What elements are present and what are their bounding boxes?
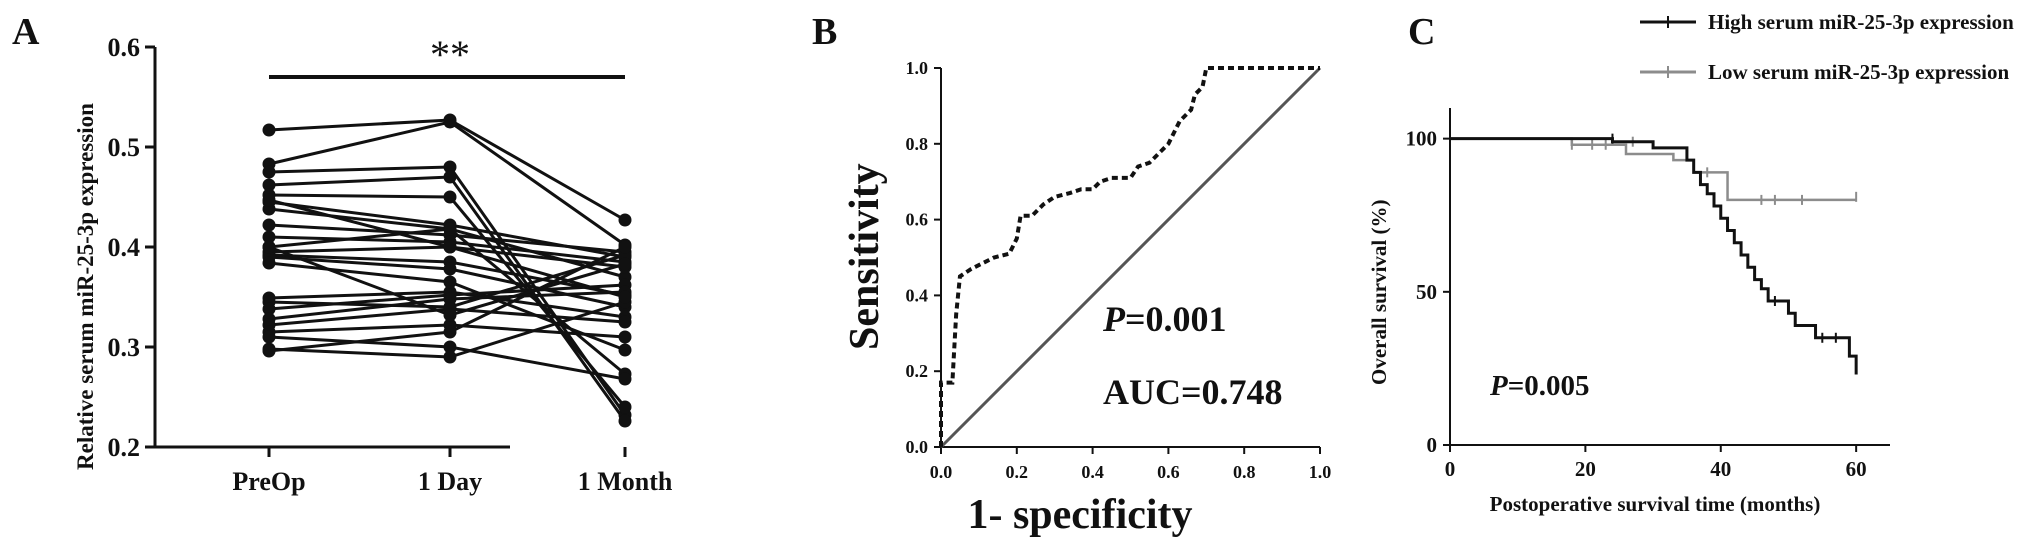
panel-a-ytick-label: 0.4 [108, 233, 141, 262]
significance-marker: ** [430, 32, 470, 77]
subject-point [618, 290, 632, 304]
legend-label-high: High serum miR-25-3p expression [1708, 10, 2014, 34]
panel-a-category-label: 1 Day [418, 467, 482, 496]
panel-b-ytick-label: 0.2 [906, 361, 929, 381]
panel-a-ytick-label: 0.5 [108, 133, 141, 162]
panel-c-xlabel: Postoperative survival time (months) [1490, 492, 1821, 516]
subject-point [443, 240, 457, 254]
panel-b-ytick-label: 0.4 [906, 285, 929, 305]
panel-b: B Sensitivity 1- specificity 0.0 0.2 0.4 0.… [812, 11, 1331, 538]
subject-point [443, 340, 457, 354]
subject-point [618, 414, 632, 428]
panel-a-category-label: 1 Month [578, 467, 673, 496]
subject-point [443, 160, 457, 174]
panel-a-category-label: PreOp [232, 467, 305, 496]
legend-label-low: Low serum miR-25-3p expression [1708, 60, 2010, 84]
panel-b-ytick-label: 0.6 [906, 210, 929, 230]
subject-point [618, 240, 632, 254]
subject-point [262, 218, 276, 232]
panel-b-xtick-label: 0.6 [1157, 462, 1180, 482]
panel-b-p-value: =0.001 [1125, 299, 1227, 339]
subject-point [262, 344, 276, 358]
panel-b-xtick-label: 1.0 [1309, 462, 1332, 482]
high-expression-curve [1450, 137, 1858, 375]
legend: High serum miR-25-3p expression Low seru… [1640, 10, 2014, 84]
subject-point [262, 178, 276, 192]
subject-point [443, 190, 457, 204]
subject-point [262, 202, 276, 216]
panel-a-subject-lines [262, 113, 632, 428]
subject-point [262, 165, 276, 179]
panel-b-ticks: 0.0 0.2 0.4 0.6 0.8 1.0 0.0 0.2 0.4 0.6 0.8 1.0 [906, 58, 1332, 482]
panel-b-p-annotation: P=0.001 [1102, 299, 1227, 339]
subject-point [443, 262, 457, 276]
auc-annotation: AUC=0.748 [1103, 372, 1283, 412]
panel-b-xtick-label: 0.2 [1006, 462, 1029, 482]
panel-c-p-annotation: P=0.005 [1489, 370, 1590, 402]
panel-c-p-letter: P [1489, 370, 1508, 402]
panel-c-ticks: 0 20 40 60 0 50 100 [1406, 127, 1867, 481]
subject-point [443, 292, 457, 306]
panel-c-ytick-label: 50 [1416, 280, 1437, 304]
subject-point [262, 123, 276, 137]
subject-point [618, 330, 632, 344]
panel-b-xtick-label: 0.8 [1233, 462, 1256, 482]
subject-point [443, 350, 457, 364]
subject-point [443, 325, 457, 339]
panel-b-xtick-label: 0.4 [1081, 462, 1104, 482]
panel-a-ytick-label: 0.6 [108, 33, 141, 62]
panel-b-xlabel: 1- specificity [967, 492, 1192, 538]
panel-c-ytick-label: 100 [1406, 127, 1438, 151]
panel-letter-c: C [1408, 11, 1435, 53]
subject-point [618, 400, 632, 414]
panel-c-ylabel: Overall survival (%) [1367, 200, 1391, 385]
subject-point [618, 343, 632, 357]
panel-b-ylabel: Sensitivity [842, 163, 888, 350]
subject-point [262, 330, 276, 344]
panel-c-xtick-label: 0 [1445, 457, 1456, 481]
panel-c-xtick-label: 40 [1710, 457, 1731, 481]
panel-a-ticks: 0.2 0.3 0.4 0.5 0.6 PreOp 1 Day 1 Month [108, 33, 673, 496]
subject-point [443, 275, 457, 289]
subject-point [443, 308, 457, 322]
panel-letter-b: B [812, 11, 837, 53]
roc-curve [939, 66, 1320, 447]
panel-b-xtick-label: 0.0 [930, 462, 953, 482]
subject-point [262, 302, 276, 316]
subject-point [618, 372, 632, 386]
panel-a-ytick-label: 0.2 [108, 433, 141, 462]
panel-b-ytick-label: 0.0 [906, 437, 929, 457]
survival-curves [1450, 133, 1858, 375]
panel-b-ytick-label: 1.0 [906, 58, 929, 78]
panel-c-p-value: =0.005 [1508, 370, 1590, 402]
panel-a-ylabel: Relative serum miR-25-3p expression [73, 103, 98, 470]
panel-c-xtick-label: 20 [1575, 457, 1596, 481]
reference-diagonal [939, 66, 1322, 449]
panel-a: A Relative serum miR-25-3p expression 0.… [12, 11, 673, 496]
subject-point [262, 230, 276, 244]
subject-point [262, 256, 276, 270]
panel-c-ytick-label: 0 [1427, 433, 1438, 457]
subject-point [618, 315, 632, 329]
panel-a-ytick-label: 0.3 [108, 333, 141, 362]
subject-point [618, 213, 632, 227]
panel-c: C Overall survival (%) Postoperative sur… [1367, 10, 2014, 516]
subject-point [262, 193, 276, 207]
panel-letter-a: A [12, 11, 40, 53]
panel-b-p-letter: P [1102, 299, 1126, 339]
panel-c-xtick-label: 60 [1846, 457, 1867, 481]
subject-point [443, 222, 457, 236]
panel-b-ytick-label: 0.8 [906, 134, 929, 154]
subject-point [618, 257, 632, 271]
subject-point [443, 170, 457, 184]
subject-point [262, 240, 276, 254]
subject-point [443, 115, 457, 129]
